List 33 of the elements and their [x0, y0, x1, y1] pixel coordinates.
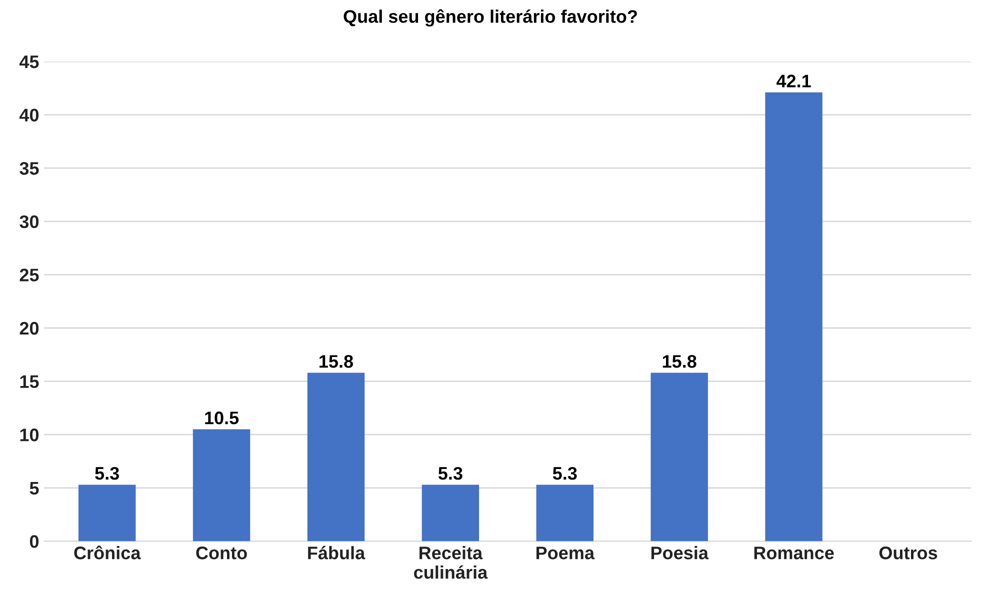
y-tick-label: 20 — [20, 322, 39, 335]
y-tick-label: 30 — [20, 215, 39, 228]
y-tick-label: 10 — [20, 428, 39, 442]
bar — [422, 484, 480, 542]
x-tick-label: Crônica — [74, 546, 141, 560]
bar — [78, 484, 136, 542]
y-tick-label: 35 — [20, 162, 39, 175]
x-tick-label: Fábula — [308, 546, 366, 560]
y-tick-label: 25 — [20, 268, 39, 282]
data-label: 15.8 — [320, 355, 354, 368]
data-label: 10.5 — [205, 412, 239, 424]
y-tick-label: 40 — [19, 108, 39, 122]
x-tick-label: Outros — [879, 546, 938, 560]
bar — [192, 429, 250, 542]
x-tick-label: Poesia — [651, 546, 709, 560]
x-tick-label: Poema — [536, 546, 595, 560]
data-label: 5.3 — [95, 466, 119, 480]
data-label: 15.8 — [662, 355, 696, 368]
y-tick-label: 45 — [19, 56, 39, 68]
bar — [650, 372, 708, 542]
data-label: 42.1 — [776, 74, 811, 88]
chart-title: Qual seu gênero literário favorito? — [344, 9, 637, 27]
bar — [536, 484, 594, 542]
bar — [307, 372, 365, 542]
data-label: 5.3 — [552, 466, 577, 480]
y-tick-label: 5 — [30, 482, 39, 495]
y-tick-label: 15 — [20, 375, 39, 388]
y-tick-label: 0 — [30, 535, 39, 548]
data-label: 5.3 — [438, 466, 462, 480]
x-tick-label: Conto — [196, 546, 247, 560]
x-tick-label: Receita culinária — [414, 546, 488, 579]
bar — [765, 92, 822, 542]
x-tick-label: Romance — [754, 546, 834, 560]
